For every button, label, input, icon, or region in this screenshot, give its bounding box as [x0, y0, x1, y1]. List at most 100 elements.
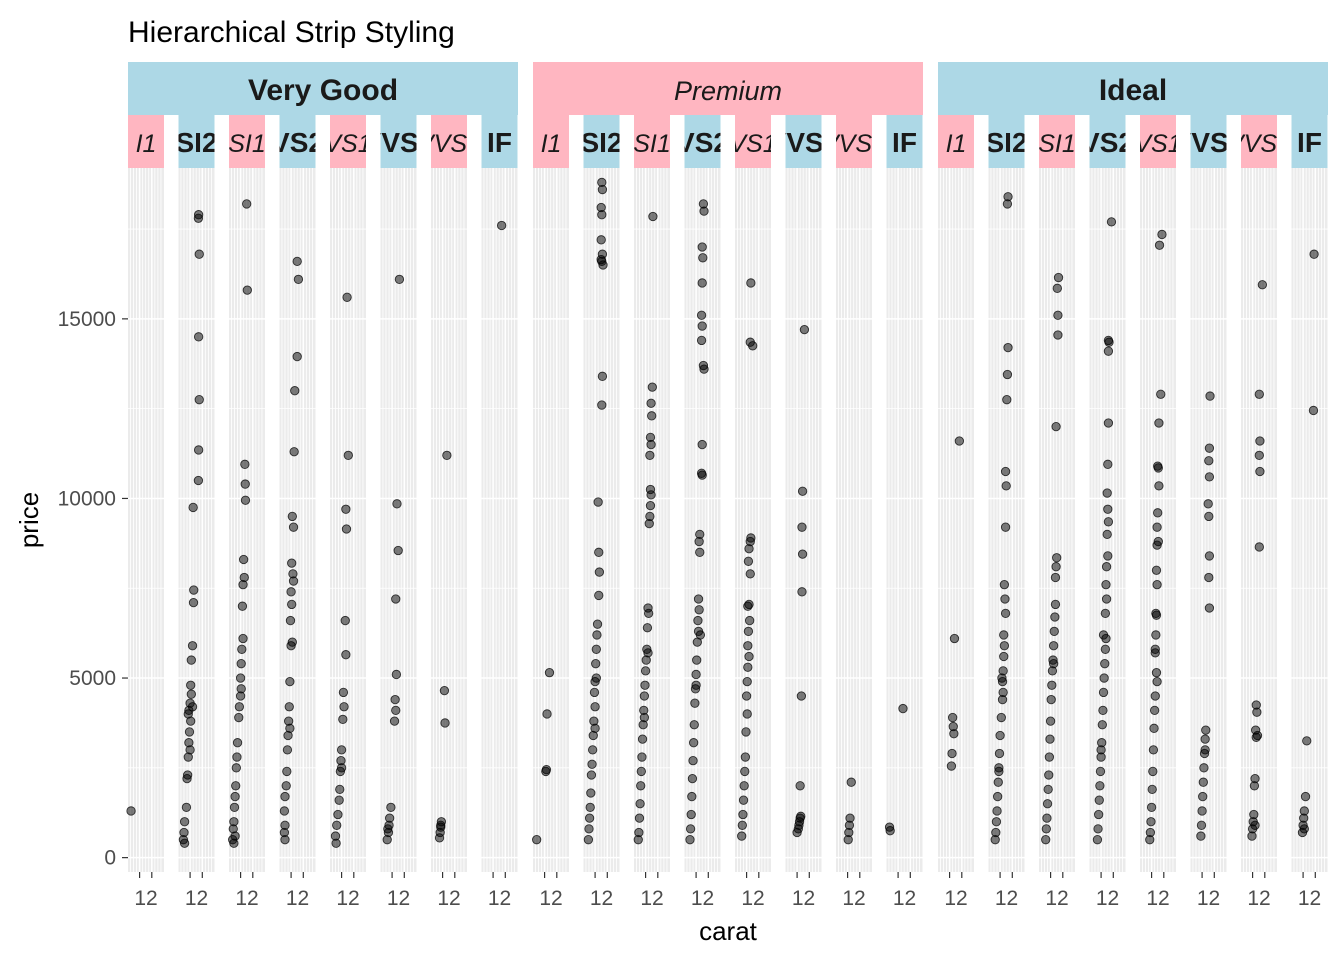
data-point [695, 630, 706, 640]
data-point [232, 738, 243, 748]
data-point [544, 668, 555, 678]
data-point [743, 601, 753, 611]
data-point [741, 691, 752, 701]
inner-strip-vs2 [684, 115, 721, 168]
data-point [188, 502, 198, 513]
data-point [999, 651, 1009, 662]
data-point [1154, 240, 1165, 250]
x-tick-label: 12 [336, 887, 359, 910]
data-point [1152, 522, 1162, 532]
data-point [285, 615, 296, 626]
x-tick-label: 12 [640, 887, 663, 910]
x-tick-label: 12 [387, 887, 410, 910]
panel [1241, 168, 1277, 872]
data-point [1052, 283, 1062, 293]
data-point [237, 601, 248, 611]
inner-strip-label: VS2 [676, 127, 729, 158]
panel [279, 168, 316, 872]
outer-strip-label: Very Good [248, 74, 398, 107]
data-point [1002, 369, 1013, 380]
data-point [646, 490, 656, 500]
data-point [1204, 603, 1215, 613]
inner-strip-vs2 [279, 115, 316, 168]
data-point [338, 714, 348, 724]
x-tick-label: 12 [437, 887, 460, 910]
data-point [999, 641, 1010, 651]
data-point [694, 536, 704, 547]
inner-strip-if [1291, 115, 1328, 168]
data-point [742, 709, 752, 719]
data-point [1196, 820, 1207, 830]
data-point [234, 702, 245, 712]
data-point [686, 809, 696, 820]
data-point [1051, 421, 1061, 432]
data-point [689, 738, 699, 748]
data-point [231, 763, 241, 773]
data-point [287, 637, 297, 647]
data-point [1300, 791, 1311, 802]
data-point [1041, 835, 1051, 845]
data-point [993, 777, 1003, 787]
data-point [1097, 720, 1107, 730]
data-point [1046, 694, 1056, 705]
panels [126, 168, 1328, 872]
data-point [1000, 522, 1011, 532]
x-tick-label: 12 [1298, 887, 1321, 910]
y-axis-title: price [14, 492, 44, 548]
data-point [1100, 659, 1110, 669]
data-point [1048, 659, 1059, 669]
data-point [744, 615, 755, 626]
data-point [1150, 691, 1160, 701]
x-tick-label: 12 [893, 887, 916, 910]
data-point [691, 680, 701, 690]
data-point [1309, 249, 1319, 259]
data-point [795, 813, 805, 823]
panel [1190, 168, 1227, 872]
data-point [1101, 562, 1112, 572]
data-point [740, 766, 750, 777]
data-point [1204, 511, 1214, 522]
data-point [186, 689, 196, 699]
data-point [591, 659, 601, 669]
data-point [697, 439, 707, 450]
data-point [240, 459, 250, 469]
data-point [647, 411, 657, 421]
data-point [187, 641, 198, 651]
data-point [1044, 752, 1055, 762]
data-point [285, 676, 295, 687]
inner-strip-vvs2 [1190, 115, 1227, 168]
x-tick-label: 12 [995, 887, 1018, 910]
data-point [643, 648, 653, 658]
data-point [585, 802, 595, 812]
data-point [591, 644, 601, 654]
inner-strip-label: SI1 [633, 130, 671, 158]
y-tick-label: 15000 [58, 308, 116, 331]
data-point [640, 666, 651, 676]
inner-strip-label: VVS2 [1173, 127, 1245, 158]
inner-strip-si2 [583, 115, 620, 168]
data-point [687, 773, 698, 784]
data-point [739, 781, 749, 791]
data-point [697, 242, 707, 252]
data-point [633, 835, 643, 845]
panel [330, 168, 366, 872]
data-point [639, 712, 650, 723]
data-point [1103, 504, 1113, 514]
data-point [743, 641, 753, 651]
x-tick-label: 12 [539, 887, 562, 910]
data-point [1042, 813, 1052, 823]
data-point [954, 436, 965, 446]
inner-strip-label: SI2 [985, 127, 1027, 158]
data-point [1254, 542, 1264, 552]
data-point [597, 371, 608, 381]
data-point [193, 475, 204, 486]
data-point [288, 522, 299, 532]
data-point [242, 285, 252, 295]
data-point [439, 685, 450, 696]
y-tick-label: 0 [104, 847, 116, 870]
data-point [186, 680, 196, 690]
data-point [637, 734, 648, 744]
data-point [541, 766, 551, 777]
data-point [1198, 791, 1208, 802]
